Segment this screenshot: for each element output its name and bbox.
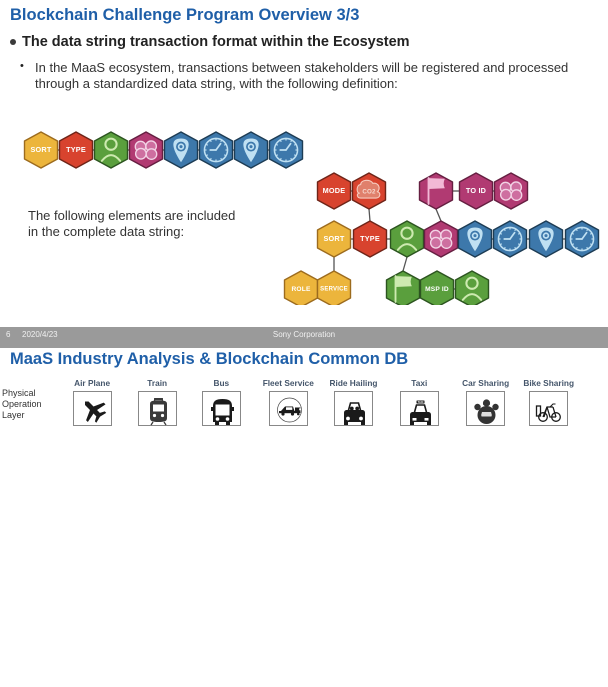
svg-text:TAXI: TAXI [417, 400, 423, 404]
